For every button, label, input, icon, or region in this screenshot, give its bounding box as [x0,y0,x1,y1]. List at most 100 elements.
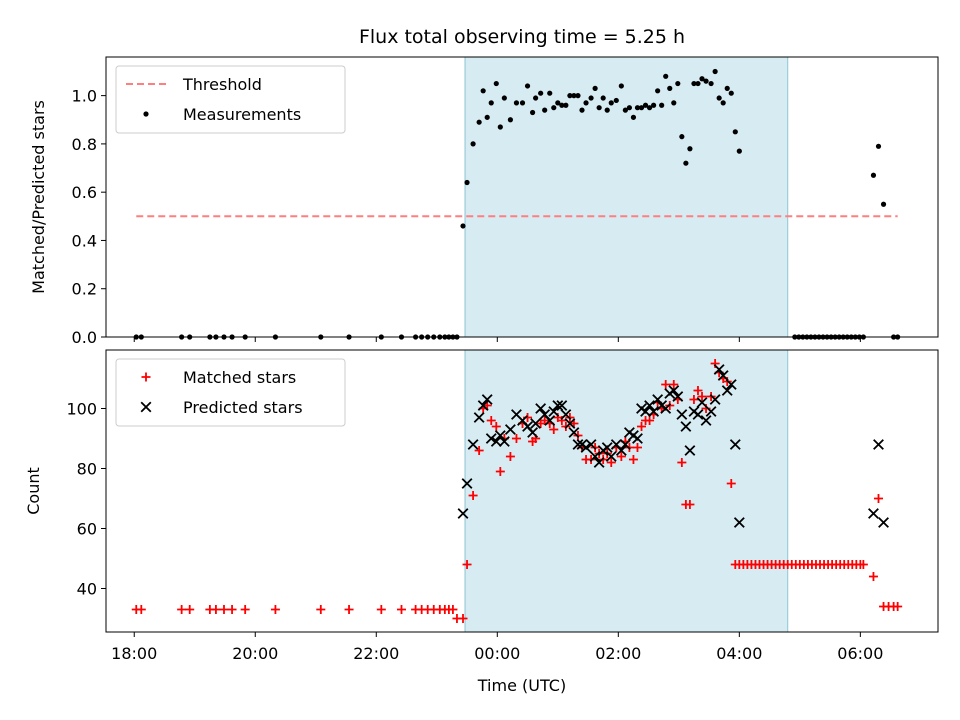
matched-star-point [185,605,195,614]
matched-star-point [669,380,679,389]
predicted-star-point [644,400,656,411]
measurement-point [691,80,697,87]
predicted-star-point [494,430,506,441]
matched-star-point [316,605,326,614]
predicted-star-point [544,415,556,426]
predicted-star-point [652,394,664,405]
matched-star-point [868,572,878,581]
measurement-point [604,107,610,113]
predicted-star-point [672,391,684,402]
measurement-point [501,95,507,101]
predicted-star-point [615,445,627,456]
predicted-star-point [589,451,601,462]
measurement-point [667,85,673,91]
predicted-star-point [556,400,568,411]
measurement-point [476,119,482,125]
measurement-point [563,102,569,108]
matched-star-point [858,560,868,569]
count-panel: 40 60 80 100 18:00 20:00 22:00 00:00 02:00 04:00 0… [24,349,939,695]
predicted-star-point [676,409,688,420]
predicted-star-point [605,451,617,462]
matched-star-point [219,605,229,614]
measurement-point [875,143,882,149]
predicted-star-point [527,427,539,438]
x-tick-label: 22:00 [353,644,399,663]
matched-star-point [689,395,699,404]
measurement-point [663,73,669,79]
measurement-point [655,88,661,94]
predicted-star-point [705,406,717,417]
predicted-star-point [696,397,708,408]
measurement-point [551,105,557,111]
measurement-point [703,78,709,84]
plot-frame [105,56,939,338]
matched-star-point [468,491,478,500]
measurement-point [683,160,689,166]
matched-star-point [511,434,521,443]
measurement-point [880,201,887,207]
predicted-star-point [485,433,497,444]
y-tick-label: 0.4 [72,231,97,250]
matched-star-point [726,479,736,488]
measurement-point [716,95,722,101]
observing-window-span [464,349,789,633]
matched-star-point [448,605,458,614]
measurement-point [579,107,585,113]
measurement-point [679,134,685,140]
predicted-star-point [564,418,576,429]
measurement-point [724,85,730,91]
measurement-point [622,107,628,113]
measurement-point [538,90,544,96]
matched-star-point [616,452,626,461]
predicted-star-point [709,394,721,405]
predicted-star-point [461,478,473,489]
measurement-point [638,105,645,111]
legend-label: Threshold [182,75,262,94]
matched-star-point [177,605,187,614]
measurement-point [675,80,681,87]
matched-star-point [540,416,550,425]
predicted-star-point [733,517,745,528]
measurement-point [547,90,553,96]
ratio-panel: 0.0 0.2 0.4 0.6 0.8 1.0 Matched/Predicted star… [29,26,939,347]
measurement-point [608,100,614,106]
matched-star-point [873,494,883,503]
legend-measurement-swatch [143,111,149,117]
measurement-point [567,93,573,99]
measurement-point [571,93,577,99]
measurement-point [600,95,606,101]
measurement-point [720,100,726,106]
predicted-star-point [684,445,696,456]
measurement-point [460,223,466,229]
matched-star-point [270,605,280,614]
measurement-point [588,95,594,101]
x-tick-label: 02:00 [595,644,641,663]
measurement-point [646,105,653,111]
matched-star-point [376,605,386,614]
legend-predicted-swatch [140,401,152,413]
measurement-point [575,93,581,99]
matched-star-point [491,422,501,431]
predicted-star-point [477,400,489,411]
predicted-star-point [572,439,584,450]
measurement-point [642,102,649,108]
predicted-star-point [504,424,516,435]
predicted-star-point [717,370,729,381]
matched-star-point [893,602,903,611]
measurement-point [513,100,520,106]
measurement-point [699,76,705,82]
y-axis-label: Count [24,467,43,515]
measurement-point [630,114,637,120]
predicted-star-point [560,409,572,420]
measurement-point [464,179,470,186]
matched-star-point [628,455,638,464]
measurement-point [613,97,619,104]
matched-star-point [677,458,687,467]
predicted-star-point [648,406,660,417]
predicted-star-point [632,433,643,444]
matched-star-point [458,614,468,623]
predicted-star-point [721,385,733,396]
matched-star-point [645,416,655,425]
measurement-point [493,80,499,87]
legend-box [115,358,346,427]
